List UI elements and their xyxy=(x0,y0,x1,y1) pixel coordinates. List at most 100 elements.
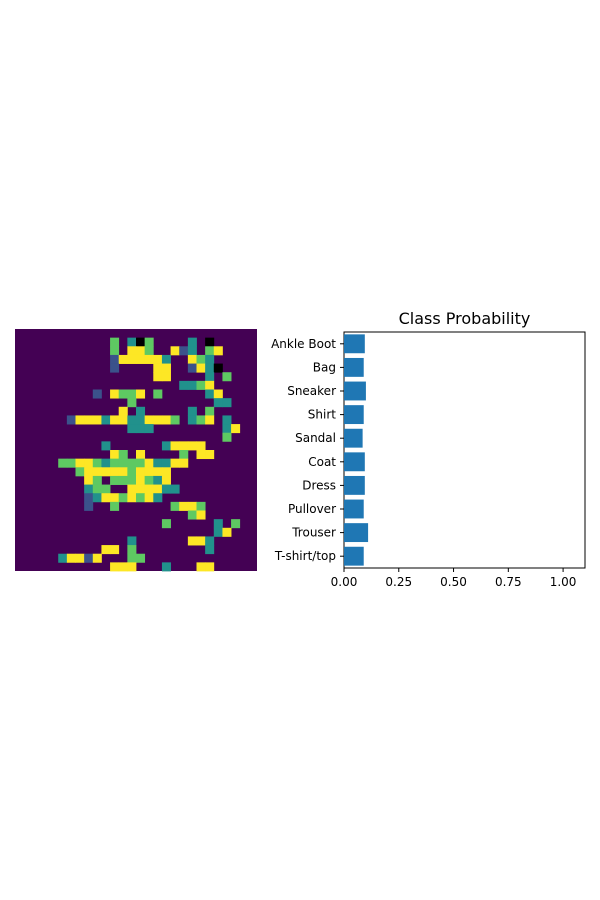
heatmap-cell xyxy=(101,458,111,468)
heatmap-cell xyxy=(101,415,111,425)
heatmap-cell xyxy=(179,380,189,390)
heatmap-cell xyxy=(66,415,76,425)
heatmap-cell xyxy=(231,424,241,434)
heatmap-cell xyxy=(127,493,137,503)
heatmap-cell xyxy=(75,415,85,425)
y-tick-label: Pullover xyxy=(288,502,336,516)
heatmap-cell xyxy=(161,441,171,451)
heatmap-cell xyxy=(196,510,206,520)
heatmap-cell xyxy=(187,441,197,451)
heatmap-cell xyxy=(222,527,232,537)
heatmap-cell xyxy=(144,467,154,477)
heatmap-cell xyxy=(144,493,154,503)
x-tick-label: 0.50 xyxy=(440,575,467,589)
y-tick-label: Sandal xyxy=(295,431,336,445)
heatmap-cell xyxy=(84,493,94,503)
heatmap-cell xyxy=(170,441,180,451)
heatmap-cell xyxy=(110,363,120,373)
heatmap-cell xyxy=(187,510,197,520)
heatmap-cell xyxy=(222,398,232,408)
heatmap-cell xyxy=(84,484,94,494)
heatmap-cell xyxy=(196,415,206,425)
x-tick-label: 1.00 xyxy=(550,575,577,589)
heatmap-cell xyxy=(205,562,215,572)
bar-chart-frame xyxy=(343,331,586,569)
heatmap-cell xyxy=(110,467,120,477)
heatmap-cell xyxy=(179,441,189,451)
heatmap-cell xyxy=(196,354,206,364)
heatmap-cell xyxy=(92,475,102,485)
heatmap-cell xyxy=(205,380,215,390)
heatmap-cell xyxy=(136,424,146,434)
heatmap-cell xyxy=(187,536,197,546)
heatmap-cell xyxy=(136,346,146,356)
image-heatmap xyxy=(15,329,257,572)
heatmap-cell xyxy=(136,354,146,364)
heatmap-cell xyxy=(153,467,163,477)
heatmap-cell xyxy=(205,354,215,364)
y-tick-label: T-shirt/top xyxy=(274,549,336,563)
heatmap-cell xyxy=(92,493,102,503)
heatmap-cell xyxy=(153,389,163,399)
heatmap-cell xyxy=(161,354,171,364)
heatmap-cell xyxy=(161,363,171,373)
y-tick-label: Dress xyxy=(302,478,336,492)
heatmap-cell xyxy=(144,458,154,468)
heatmap-cell xyxy=(205,536,215,546)
heatmap-cell xyxy=(127,553,137,563)
heatmap-cell xyxy=(84,415,94,425)
heatmap-cell xyxy=(170,415,180,425)
heatmap-cell xyxy=(213,389,223,399)
bar xyxy=(344,499,364,519)
y-tick-label: Ankle Boot xyxy=(271,337,336,351)
heatmap-cell xyxy=(127,536,137,546)
heatmap-cell xyxy=(84,458,94,468)
heatmap-cell xyxy=(136,337,146,347)
heatmap-cell xyxy=(205,346,215,356)
heatmap-cell xyxy=(110,475,120,485)
heatmap-cell xyxy=(127,346,137,356)
heatmap-cell xyxy=(127,337,137,347)
heatmap-cell xyxy=(101,493,111,503)
heatmap-cell xyxy=(127,484,137,494)
heatmap-cell xyxy=(144,337,154,347)
bar xyxy=(344,452,365,472)
heatmap-cell xyxy=(187,337,197,347)
heatmap-cell xyxy=(66,458,76,468)
heatmap-cell xyxy=(92,389,102,399)
heatmap-cell xyxy=(110,501,120,511)
heatmap-cell xyxy=(127,562,137,572)
heatmap-cell xyxy=(136,415,146,425)
heatmap-cell xyxy=(92,553,102,563)
heatmap-cell xyxy=(196,562,206,572)
heatmap-cell xyxy=(187,354,197,364)
heatmap-cell xyxy=(110,389,120,399)
heatmap-cell xyxy=(153,484,163,494)
heatmap-cell xyxy=(136,467,146,477)
heatmap-cell xyxy=(170,346,180,356)
heatmap-cell xyxy=(144,475,154,485)
heatmap-cell xyxy=(196,441,206,451)
heatmap-cell xyxy=(213,398,223,408)
heatmap-cell xyxy=(161,467,171,477)
heatmap-cell xyxy=(196,450,206,460)
heatmap-cell xyxy=(222,424,232,434)
heatmap-cell xyxy=(196,501,206,511)
heatmap-cell xyxy=(136,493,146,503)
heatmap-cell xyxy=(110,545,120,555)
heatmap-cell xyxy=(75,467,85,477)
x-ticks: 0.00 0.25 0.50 0.75 1.00 xyxy=(331,568,577,589)
heatmap-cell xyxy=(205,389,215,399)
heatmap-cell xyxy=(66,553,76,563)
heatmap-cell xyxy=(205,450,215,460)
heatmap-cell xyxy=(153,493,163,503)
heatmap-cell xyxy=(110,562,120,572)
y-tick-label: Bag xyxy=(313,360,336,374)
heatmap-cell xyxy=(161,372,171,382)
heatmap-cell xyxy=(127,545,137,555)
heatmap-cell xyxy=(84,501,94,511)
heatmap-cell xyxy=(127,424,137,434)
heatmap-cell xyxy=(144,424,154,434)
y-tick-label: Coat xyxy=(308,455,336,469)
